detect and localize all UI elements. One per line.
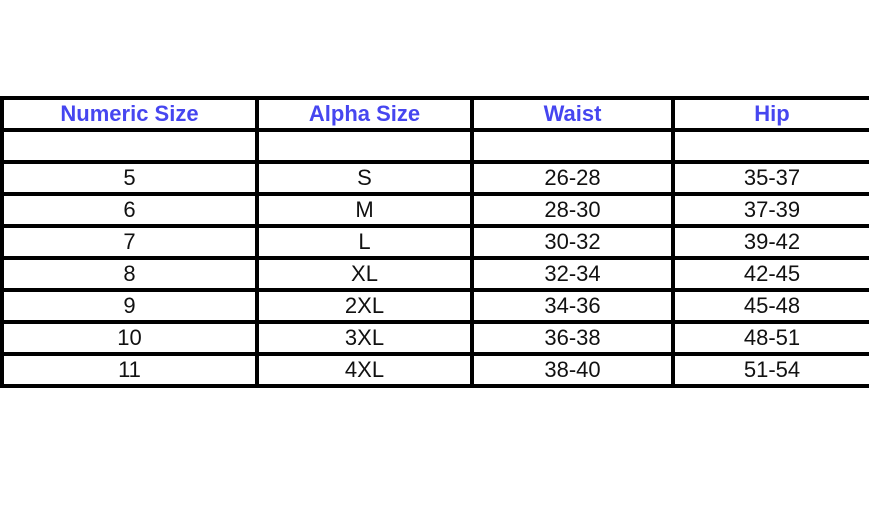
- cell-hip: 45-48: [671, 288, 869, 324]
- cell-alpha-size: XL: [255, 256, 474, 292]
- table-row: 11 4XL 38-40 51-54: [0, 352, 869, 388]
- cell-numeric-size: 8: [0, 256, 259, 292]
- header-waist: Waist: [470, 96, 675, 132]
- cell-numeric-size: [0, 128, 259, 164]
- table-row: 7 L 30-32 39-42: [0, 224, 869, 260]
- cell-alpha-size: 3XL: [255, 320, 474, 356]
- cell-waist: 26-28: [470, 160, 675, 196]
- cell-hip: 39-42: [671, 224, 869, 260]
- header-alpha-size: Alpha Size: [255, 96, 474, 132]
- cell-waist: 38-40: [470, 352, 675, 388]
- cell-waist: 32-34: [470, 256, 675, 292]
- cell-alpha-size: 4XL: [255, 352, 474, 388]
- cell-numeric-size: 6: [0, 192, 259, 228]
- cell-numeric-size: 11: [0, 352, 259, 388]
- cell-numeric-size: 9: [0, 288, 259, 324]
- table-row: 10 3XL 36-38 48-51: [0, 320, 869, 356]
- cell-hip: 35-37: [671, 160, 869, 196]
- header-numeric-size: Numeric Size: [0, 96, 259, 132]
- cell-waist: 34-36: [470, 288, 675, 324]
- table-row: 5 S 26-28 35-37: [0, 160, 869, 196]
- cell-hip: 42-45: [671, 256, 869, 292]
- cell-waist: 28-30: [470, 192, 675, 228]
- cell-waist: 36-38: [470, 320, 675, 356]
- header-row: Numeric Size Alpha Size Waist Hip: [0, 96, 869, 132]
- cell-alpha-size: 2XL: [255, 288, 474, 324]
- cell-hip: 51-54: [671, 352, 869, 388]
- header-hip: Hip: [671, 96, 869, 132]
- table-row: 6 M 28-30 37-39: [0, 192, 869, 228]
- cell-alpha-size: [255, 128, 474, 164]
- cell-alpha-size: S: [255, 160, 474, 196]
- cell-numeric-size: 5: [0, 160, 259, 196]
- cell-alpha-size: M: [255, 192, 474, 228]
- cell-waist: [470, 128, 675, 164]
- table-row: 8 XL 32-34 42-45: [0, 256, 869, 292]
- cell-numeric-size: 7: [0, 224, 259, 260]
- table-row: [0, 128, 869, 164]
- cell-hip: 37-39: [671, 192, 869, 228]
- table-row: 9 2XL 34-36 45-48: [0, 288, 869, 324]
- cell-waist: 30-32: [470, 224, 675, 260]
- cell-hip: [671, 128, 869, 164]
- cell-alpha-size: L: [255, 224, 474, 260]
- cell-hip: 48-51: [671, 320, 869, 356]
- cell-numeric-size: 10: [0, 320, 259, 356]
- size-chart-table: Numeric Size Alpha Size Waist Hip 5 S 26-2…: [0, 96, 869, 388]
